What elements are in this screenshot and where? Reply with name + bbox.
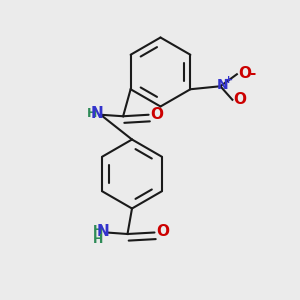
Text: H: H [93,224,103,238]
Text: O: O [233,92,246,107]
Text: O: O [156,224,170,239]
Text: N: N [91,106,103,121]
Text: O: O [151,106,164,122]
Text: H: H [87,107,98,120]
Text: +: + [224,75,233,85]
Text: H: H [93,232,103,246]
Text: N: N [217,78,229,92]
Text: O: O [238,66,251,81]
Text: N: N [97,224,109,238]
Text: -: - [249,66,256,81]
